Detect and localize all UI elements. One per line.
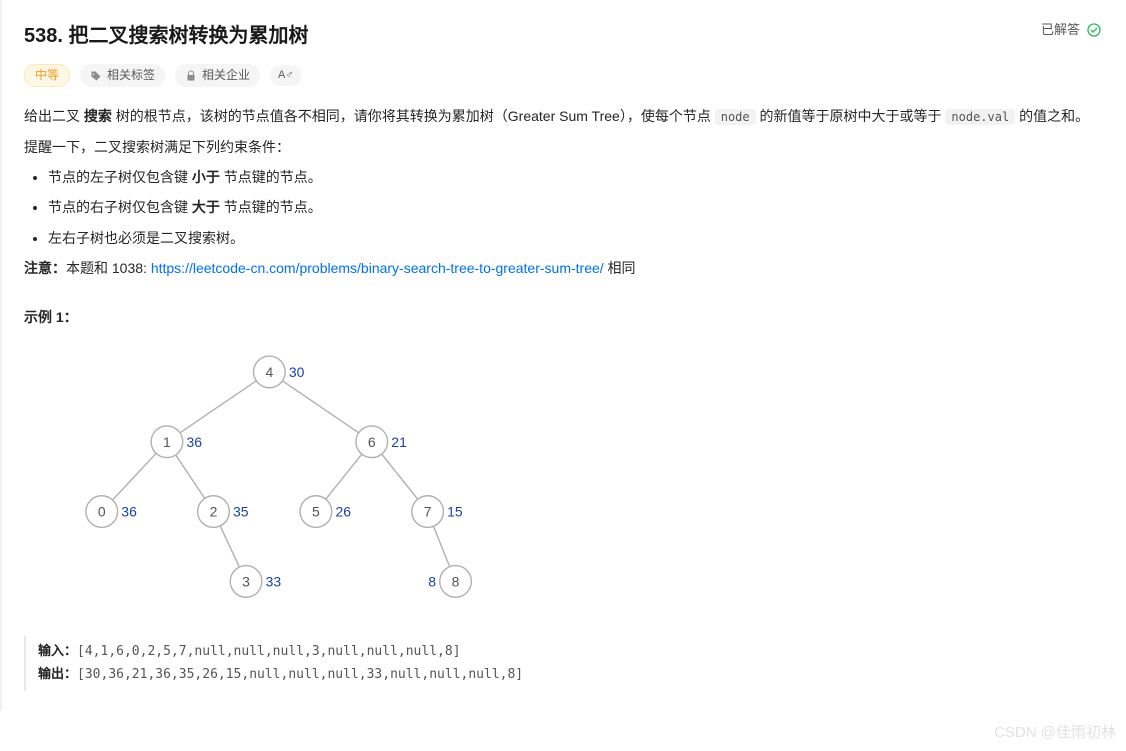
code-node: node [715,109,756,125]
tree-svg: 43013662103623552671533388 [34,344,514,614]
desc-p1: 给出二叉 搜索 树的根节点，该树的节点值各不相同，请你将其转换为累加树（Grea… [24,105,1102,127]
svg-text:1: 1 [163,434,171,450]
tag-icon [90,70,102,82]
check-icon [1086,22,1102,38]
solved-indicator: 已解答 [1041,20,1102,41]
svg-text:5: 5 [312,504,320,520]
svg-text:26: 26 [335,504,351,520]
svg-text:15: 15 [447,504,463,520]
lock-icon [185,70,197,82]
description: 给出二叉 搜索 树的根节点，该树的节点值各不相同，请你将其转换为累加树（Grea… [24,105,1102,690]
svg-text:36: 36 [121,504,137,520]
example-heading: 示例 1： [24,306,1102,328]
svg-text:8: 8 [452,573,460,589]
svg-text:3: 3 [242,573,250,589]
io-block: 输入：[4,1,6,0,2,5,7,null,null,null,3,null,… [24,636,1102,690]
related-tags-pill[interactable]: 相关标签 [80,64,165,87]
watermark: CSDN @佳雨初林 [994,721,1116,745]
svg-text:6: 6 [368,434,376,450]
constraint-list: 节点的左子树仅包含键 小于 节点键的节点。 节点的右子树仅包含键 大于 节点键的… [24,166,1102,249]
related-tags-label: 相关标签 [107,66,155,85]
list-item: 左右子树也必须是二叉搜索树。 [48,227,1102,249]
svg-text:4: 4 [265,364,273,380]
list-item: 节点的右子树仅包含键 大于 节点键的节点。 [48,196,1102,218]
code-nodeval: node.val [945,109,1015,125]
note-line: 注意：本题和 1038: https://leetcode-cn.com/pro… [24,257,1102,279]
font-size-pill[interactable]: A♂ [270,65,302,87]
svg-text:7: 7 [424,504,432,520]
output-line: 输出：[30,36,21,36,35,26,15,null,null,null,… [38,663,1090,686]
svg-text:2: 2 [210,504,218,520]
svg-text:8: 8 [428,573,436,589]
svg-text:35: 35 [233,504,249,520]
header-row: 538. 把二叉搜索树转换为累加树 已解答 [24,20,1102,52]
problem-title: 538. 把二叉搜索树转换为累加树 [24,20,308,52]
sidebar-edge [0,0,2,711]
input-line: 输入：[4,1,6,0,2,5,7,null,null,null,3,null,… [38,640,1090,663]
solved-label: 已解答 [1041,20,1080,41]
tree-diagram: 43013662103623552671533388 [34,344,1102,620]
svg-text:33: 33 [266,573,282,589]
svg-text:0: 0 [98,504,106,520]
bold-search: 搜索 [84,108,112,124]
svg-text:36: 36 [186,434,202,450]
tags-row: 中等 相关标签 相关企业 A♂ [24,64,1102,87]
difficulty-badge: 中等 [24,64,70,87]
svg-text:21: 21 [391,434,407,450]
list-item: 节点的左子树仅包含键 小于 节点键的节点。 [48,166,1102,188]
svg-text:30: 30 [289,364,305,380]
desc-p2: 提醒一下，二叉搜索树满足下列约束条件： [24,136,1102,158]
related-companies-label: 相关企业 [202,66,250,85]
leetcode-link[interactable]: https://leetcode-cn.com/problems/binary-… [151,260,604,276]
related-companies-pill[interactable]: 相关企业 [175,64,260,87]
